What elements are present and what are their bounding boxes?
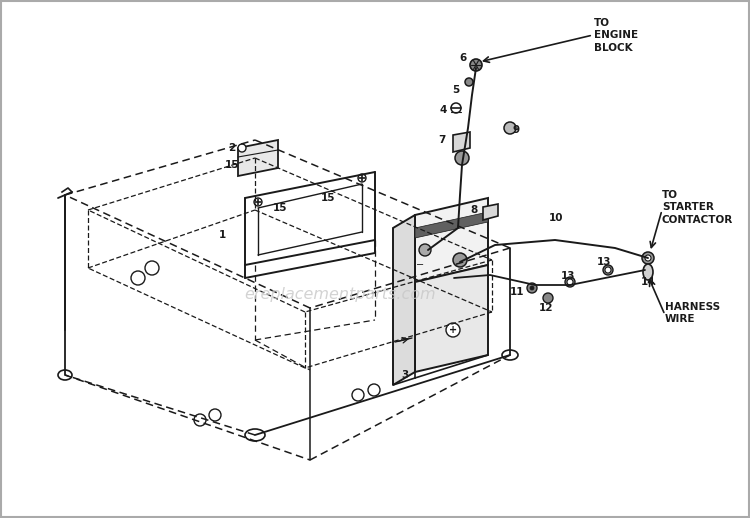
Circle shape xyxy=(238,144,246,152)
Text: −: − xyxy=(416,260,424,270)
Circle shape xyxy=(504,122,516,134)
Text: 3: 3 xyxy=(401,370,409,380)
Ellipse shape xyxy=(502,350,518,360)
Circle shape xyxy=(446,323,460,337)
Circle shape xyxy=(543,293,553,303)
Text: 6: 6 xyxy=(459,53,466,63)
Text: 9: 9 xyxy=(512,125,520,135)
Ellipse shape xyxy=(643,264,653,280)
Text: 15: 15 xyxy=(321,193,335,203)
Circle shape xyxy=(642,252,654,264)
Circle shape xyxy=(194,414,206,426)
Text: +: + xyxy=(449,325,457,335)
Polygon shape xyxy=(453,132,470,152)
Circle shape xyxy=(465,78,473,86)
Circle shape xyxy=(567,279,573,285)
Ellipse shape xyxy=(245,429,265,441)
Circle shape xyxy=(131,271,145,285)
Circle shape xyxy=(352,389,364,401)
Circle shape xyxy=(145,261,159,275)
Text: TO
ENGINE
BLOCK: TO ENGINE BLOCK xyxy=(594,18,638,53)
Polygon shape xyxy=(483,204,498,220)
Circle shape xyxy=(451,103,461,113)
Text: 7: 7 xyxy=(438,135,446,145)
Circle shape xyxy=(603,265,613,275)
Circle shape xyxy=(470,59,482,71)
Text: 1: 1 xyxy=(218,230,226,240)
Text: HARNESS
WIRE: HARNESS WIRE xyxy=(665,302,720,324)
Circle shape xyxy=(209,409,221,421)
Polygon shape xyxy=(415,198,488,282)
Ellipse shape xyxy=(58,370,72,380)
Polygon shape xyxy=(415,212,488,238)
Text: 5: 5 xyxy=(452,85,460,95)
Polygon shape xyxy=(393,215,415,385)
Text: 2: 2 xyxy=(228,143,236,153)
Circle shape xyxy=(527,283,537,293)
Text: 4: 4 xyxy=(440,105,447,115)
Circle shape xyxy=(455,151,469,165)
Text: TO
STARTER
CONTACTOR: TO STARTER CONTACTOR xyxy=(662,190,734,225)
Text: 13: 13 xyxy=(561,271,575,281)
Polygon shape xyxy=(415,265,488,372)
Polygon shape xyxy=(238,140,278,176)
Text: 11: 11 xyxy=(510,287,524,297)
Circle shape xyxy=(254,198,262,206)
Circle shape xyxy=(605,267,611,273)
Circle shape xyxy=(368,384,380,396)
Circle shape xyxy=(358,174,366,182)
Text: 13: 13 xyxy=(597,257,611,267)
Text: 14: 14 xyxy=(640,277,656,287)
Text: 8: 8 xyxy=(470,205,478,215)
Circle shape xyxy=(530,286,534,290)
Circle shape xyxy=(453,253,467,267)
Text: 15: 15 xyxy=(273,203,287,213)
Text: ereplacementparts.com: ereplacementparts.com xyxy=(244,287,436,303)
Circle shape xyxy=(419,244,431,256)
Text: 12: 12 xyxy=(538,303,554,313)
Circle shape xyxy=(645,255,651,261)
Text: 10: 10 xyxy=(549,213,563,223)
Text: 15: 15 xyxy=(225,160,239,170)
Circle shape xyxy=(565,277,575,287)
